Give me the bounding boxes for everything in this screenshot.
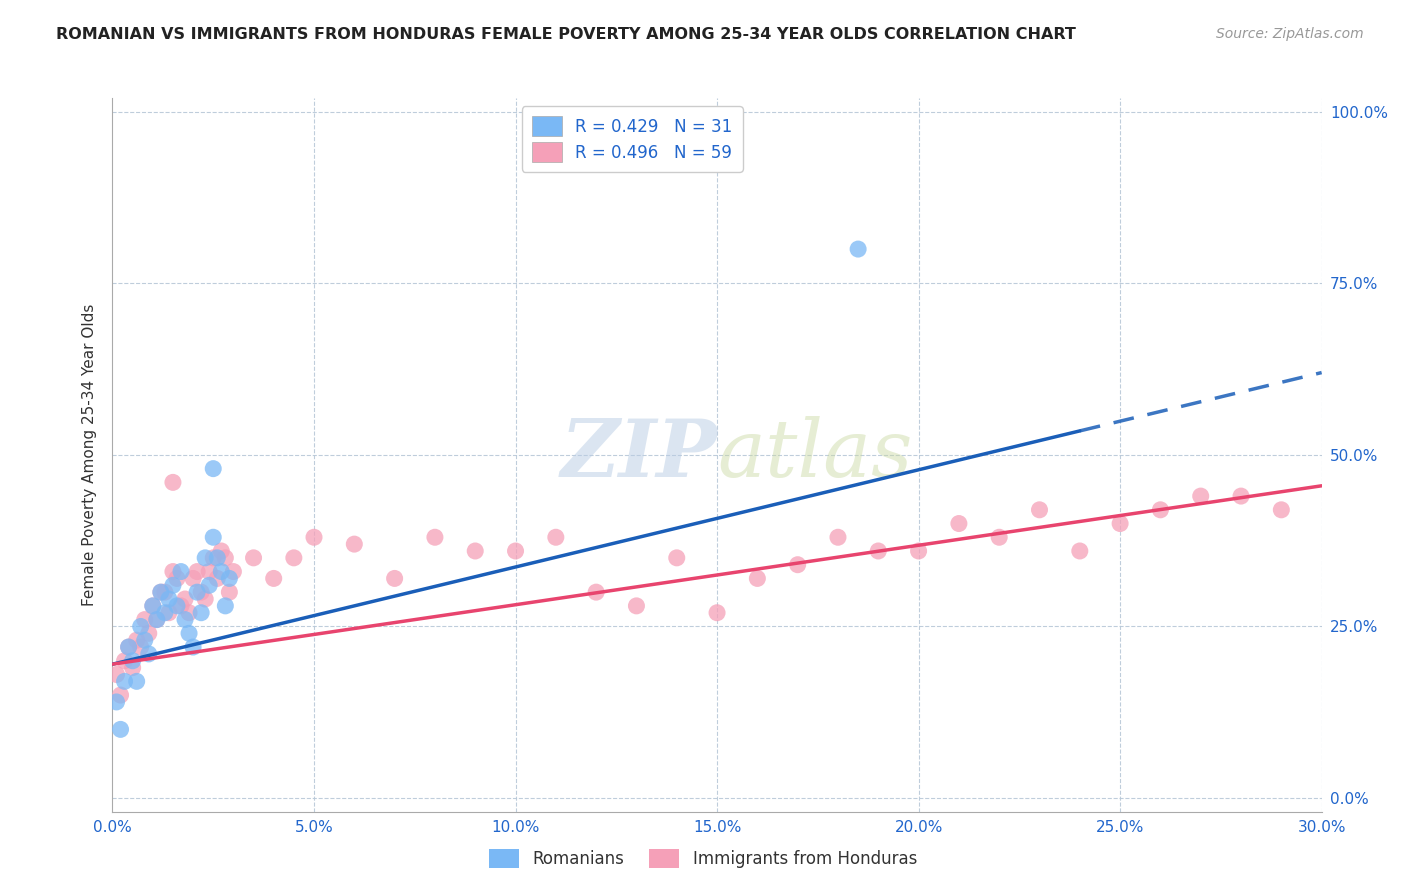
Point: [166, 599, 188, 613]
Point: [202, 530, 225, 544]
Point: [181, 640, 204, 654]
Point: [153, 585, 176, 599]
Point: [302, 530, 325, 544]
Point: [242, 550, 264, 565]
Point: [544, 530, 567, 544]
Point: [868, 544, 890, 558]
Point: [170, 565, 193, 579]
Point: [214, 599, 236, 613]
Point: [157, 606, 180, 620]
Legend: R = 0.429   N = 31, R = 0.496   N = 59: R = 0.429 N = 31, R = 0.496 N = 59: [522, 106, 742, 171]
Point: [177, 626, 200, 640]
Point: [948, 516, 970, 531]
Point: [207, 550, 229, 565]
Point: [263, 571, 285, 585]
Point: [907, 544, 929, 558]
Point: [207, 571, 229, 585]
Point: [423, 530, 446, 544]
Point: [117, 640, 139, 654]
Point: [198, 578, 221, 592]
Point: [170, 599, 193, 613]
Legend: Romanians, Immigrants from Honduras: Romanians, Immigrants from Honduras: [482, 842, 924, 875]
Point: [114, 674, 136, 689]
Point: [162, 475, 184, 490]
Point: [505, 544, 527, 558]
Point: [162, 578, 184, 592]
Point: [134, 633, 156, 648]
Point: [125, 633, 148, 648]
Point: [464, 544, 486, 558]
Point: [1189, 489, 1212, 503]
Text: atlas: atlas: [717, 417, 912, 493]
Point: [177, 606, 200, 620]
Point: [209, 544, 232, 558]
Y-axis label: Female Poverty Among 25-34 Year Olds: Female Poverty Among 25-34 Year Olds: [82, 304, 97, 606]
Point: [138, 626, 160, 640]
Point: [214, 550, 236, 565]
Point: [786, 558, 808, 572]
Point: [384, 571, 406, 585]
Point: [209, 565, 232, 579]
Point: [166, 571, 188, 585]
Point: [105, 695, 128, 709]
Text: Source: ZipAtlas.com: Source: ZipAtlas.com: [1216, 27, 1364, 41]
Point: [827, 530, 849, 544]
Point: [138, 647, 160, 661]
Point: [121, 654, 143, 668]
Point: [202, 461, 225, 475]
Point: [747, 571, 769, 585]
Point: [149, 585, 172, 599]
Point: [129, 640, 152, 654]
Point: [110, 688, 132, 702]
Point: [846, 242, 869, 256]
Point: [125, 674, 148, 689]
Point: [174, 592, 197, 607]
Point: [988, 530, 1011, 544]
Point: [142, 599, 165, 613]
Point: [1149, 503, 1171, 517]
Point: [1069, 544, 1091, 558]
Point: [186, 565, 208, 579]
Point: [222, 565, 245, 579]
Point: [706, 606, 728, 620]
Point: [343, 537, 366, 551]
Text: ZIP: ZIP: [560, 417, 717, 493]
Point: [114, 654, 136, 668]
Point: [105, 667, 128, 681]
Point: [283, 550, 305, 565]
Point: [142, 599, 165, 613]
Point: [1109, 516, 1132, 531]
Point: [198, 565, 221, 579]
Point: [146, 613, 169, 627]
Point: [186, 585, 208, 599]
Point: [117, 640, 139, 654]
Point: [110, 723, 132, 737]
Point: [190, 585, 212, 599]
Point: [121, 660, 143, 674]
Point: [1230, 489, 1253, 503]
Point: [194, 592, 217, 607]
Point: [194, 550, 217, 565]
Point: [202, 550, 225, 565]
Point: [134, 613, 156, 627]
Point: [174, 613, 197, 627]
Point: [626, 599, 648, 613]
Point: [1270, 503, 1292, 517]
Point: [153, 606, 176, 620]
Point: [149, 585, 172, 599]
Point: [157, 592, 180, 607]
Point: [218, 585, 240, 599]
Point: [665, 550, 688, 565]
Point: [218, 571, 240, 585]
Point: [181, 571, 204, 585]
Point: [190, 606, 212, 620]
Point: [1028, 503, 1050, 517]
Point: [146, 613, 169, 627]
Point: [585, 585, 607, 599]
Point: [129, 619, 152, 633]
Text: ROMANIAN VS IMMIGRANTS FROM HONDURAS FEMALE POVERTY AMONG 25-34 YEAR OLDS CORREL: ROMANIAN VS IMMIGRANTS FROM HONDURAS FEM…: [56, 27, 1076, 42]
Point: [162, 565, 184, 579]
